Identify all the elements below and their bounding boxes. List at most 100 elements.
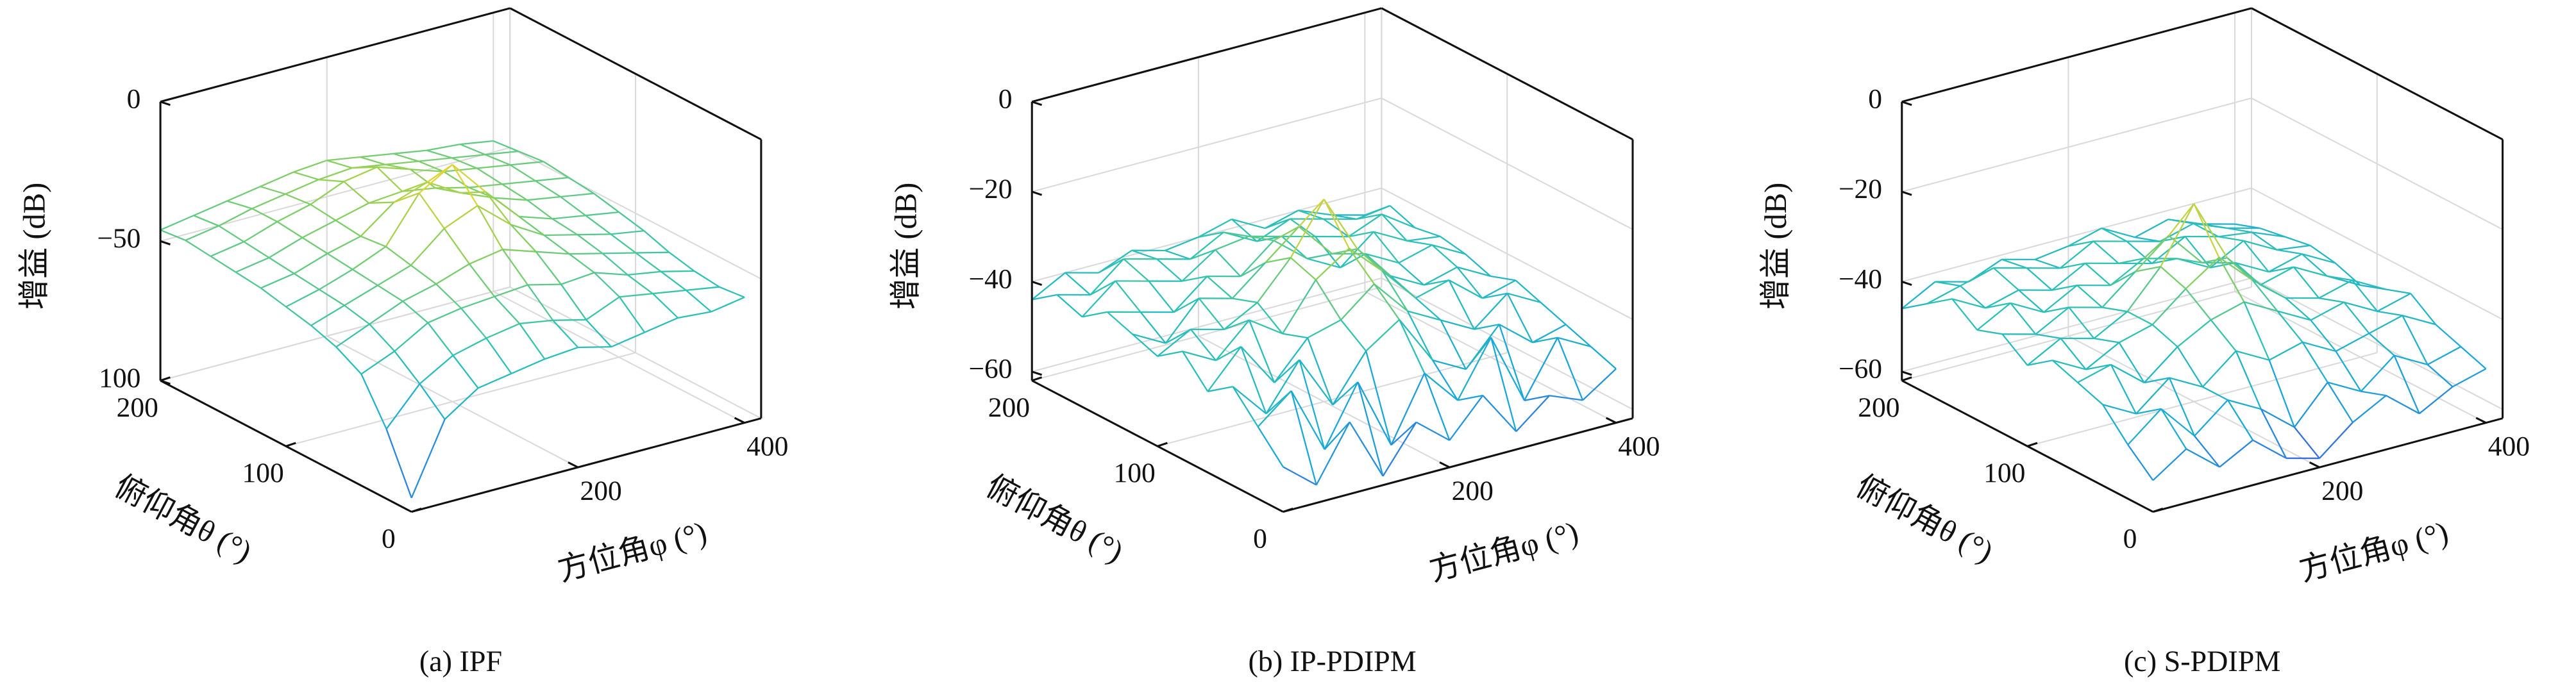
y-tick-label: 100 <box>1114 458 1156 488</box>
mesh-line <box>1323 218 1349 238</box>
mesh-line <box>2361 390 2387 397</box>
mesh-line <box>1165 328 1191 344</box>
mesh-line <box>418 157 452 162</box>
mesh-line <box>2427 363 2454 388</box>
mesh-line <box>1556 337 1584 401</box>
mesh-line <box>2268 360 2295 428</box>
mesh-line <box>2260 266 2294 286</box>
mesh-line <box>1524 395 1550 401</box>
mesh-line <box>402 187 436 192</box>
tick-mark <box>1157 442 1168 447</box>
mesh-line <box>1290 218 1316 238</box>
mesh-line <box>1215 345 1242 361</box>
mesh-line <box>377 264 412 286</box>
mesh-line <box>193 200 228 217</box>
mesh-line <box>527 284 554 321</box>
mesh-line <box>285 306 312 326</box>
mesh-line <box>585 211 619 217</box>
mesh-line <box>335 346 362 375</box>
mesh-line <box>2101 228 2127 242</box>
mesh-line <box>510 224 544 237</box>
mesh-line <box>677 311 712 319</box>
mesh-line <box>1223 231 1249 237</box>
mesh-line <box>1515 395 1551 433</box>
box-edge <box>2152 417 2503 513</box>
mesh-line <box>2268 266 2294 273</box>
mesh-line <box>1131 249 1158 260</box>
mesh-line <box>343 181 370 204</box>
mesh-line <box>1985 302 2011 309</box>
mesh-line <box>2327 381 2353 423</box>
z-tick-label: −60 <box>968 354 1012 385</box>
grid-line <box>1031 97 1382 193</box>
mesh-line <box>535 251 562 285</box>
box-edge <box>1901 7 2252 103</box>
mesh-line <box>2134 219 2169 238</box>
mesh-line <box>243 241 270 259</box>
mesh-line <box>2402 315 2436 326</box>
mesh-line <box>2260 408 2295 428</box>
mesh-line <box>335 202 369 221</box>
mesh-line <box>1365 351 1392 445</box>
mesh-line <box>2076 285 2103 308</box>
mesh-line <box>2193 203 2228 258</box>
mesh-line <box>410 419 446 499</box>
mesh-line <box>2343 301 2370 334</box>
mesh-line <box>544 346 578 360</box>
mesh-line <box>1431 244 1458 268</box>
mesh-line <box>1265 226 1300 263</box>
mesh-line <box>327 235 362 254</box>
mesh-line <box>1232 386 1259 428</box>
box-edge <box>2251 7 2504 140</box>
mesh-line <box>711 296 745 313</box>
box-edge <box>1283 417 1633 513</box>
mesh-line <box>385 160 419 165</box>
mesh-line <box>619 292 653 298</box>
caption: (b) IP-PDIPM <box>1248 645 1416 677</box>
mesh-line <box>160 229 186 242</box>
mesh-line <box>2327 275 2353 281</box>
mesh-line <box>2102 404 2137 415</box>
mesh-line <box>1381 270 1417 299</box>
mesh-line <box>519 323 546 360</box>
mesh-line <box>2251 231 2278 251</box>
mesh-line <box>2302 253 2336 264</box>
mesh-line <box>560 196 586 217</box>
mesh-line <box>2277 244 2311 251</box>
tick-mark <box>2309 461 2320 469</box>
mesh-line <box>418 163 453 194</box>
tick-mark <box>1439 461 1451 469</box>
mesh-line <box>226 200 253 210</box>
mesh-line <box>568 177 594 194</box>
grid-line <box>1031 286 1382 381</box>
mesh-line <box>1290 257 1317 281</box>
mesh-line <box>1324 381 1359 450</box>
mesh-line <box>1390 275 1424 286</box>
mesh-line <box>1306 258 1341 269</box>
mesh-line <box>1215 235 1249 251</box>
mesh-line <box>1365 253 1399 264</box>
box-edge <box>509 7 762 140</box>
mesh-line <box>2101 306 2128 313</box>
mesh-line <box>210 241 244 257</box>
grid-line <box>1031 277 1382 372</box>
mesh-line <box>2243 301 2270 361</box>
mesh-line <box>1273 240 1308 260</box>
mesh-line <box>1315 421 1351 486</box>
mesh-line <box>552 319 579 348</box>
mesh-line <box>1457 394 1483 401</box>
mesh-line <box>2176 258 2203 264</box>
mesh-line <box>1407 310 1442 321</box>
mesh-line <box>535 176 569 182</box>
mesh-line <box>478 372 512 389</box>
tick-mark <box>2475 417 2487 424</box>
tick-mark <box>1031 101 1043 106</box>
mesh-line <box>2085 363 2112 370</box>
mesh-line <box>568 253 595 274</box>
mesh-line <box>1960 285 1986 309</box>
mesh-line <box>1207 346 1242 392</box>
mesh-line <box>1951 298 1986 309</box>
x-axis-label: 方位角φ (°) <box>2296 515 2452 588</box>
mesh-line <box>2386 395 2420 415</box>
